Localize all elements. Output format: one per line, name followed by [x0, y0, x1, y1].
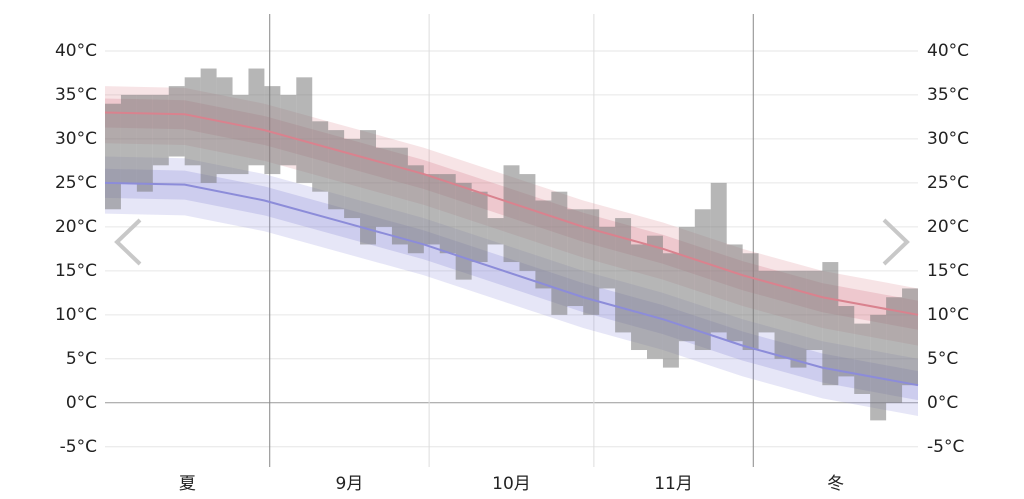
daily-range-bar	[567, 209, 584, 307]
daily-range-bar	[152, 94, 169, 166]
daily-range-bar	[439, 174, 456, 254]
daily-range-bar	[647, 235, 663, 359]
daily-range-bar	[264, 86, 281, 175]
daily-range-bar	[503, 165, 520, 263]
y2-tick-label: 15°C	[927, 261, 969, 281]
daily-range-bar	[886, 297, 903, 403]
daily-range-bar	[599, 226, 616, 289]
y2-tick-label: 5°C	[927, 349, 958, 369]
y-tick-label: 0°C	[66, 393, 97, 413]
daily-range-bar	[822, 262, 839, 386]
daily-range-bar	[726, 244, 743, 342]
daily-range-bar	[583, 209, 600, 315]
daily-range-bar	[678, 226, 695, 342]
y2-tick-label: 20°C	[927, 217, 969, 237]
x-tick-label: 11月	[654, 474, 693, 494]
daily-range-bar	[710, 182, 727, 333]
daily-range-bar	[248, 68, 265, 166]
daily-range-bar	[105, 103, 121, 210]
daily-range-bar	[423, 174, 440, 245]
mean-line-high	[104, 111, 919, 316]
y-tick-label: 10°C	[55, 305, 97, 325]
y2-tick-label: 30°C	[927, 129, 969, 149]
daily-range-bar	[296, 77, 313, 183]
y-tick-label: 25°C	[55, 173, 97, 193]
daily-range-bar	[551, 191, 568, 315]
daily-range-bar	[471, 191, 488, 263]
daily-range-bar	[790, 270, 807, 368]
daily-range-bar	[519, 174, 536, 271]
y2-tick-label: 0°C	[927, 393, 958, 413]
daily-range-bar	[694, 209, 711, 351]
next-button[interactable]	[882, 218, 910, 266]
daily-range-bar	[902, 288, 918, 386]
y-tick-label: 35°C	[55, 85, 97, 105]
daily-range-bar	[758, 270, 775, 333]
daily-range-bar	[376, 147, 392, 227]
daily-range-bar	[854, 323, 871, 394]
daily-range-bar	[806, 270, 823, 351]
daily-range-bar	[312, 121, 329, 192]
daily-range-bar	[774, 270, 791, 359]
daily-range-bar	[535, 200, 552, 289]
y2-tick-label: 35°C	[927, 85, 969, 105]
y-tick-label: -5°C	[60, 437, 97, 457]
daily-range-bar	[455, 182, 472, 280]
navigation	[114, 218, 910, 266]
y2-tick-label: 40°C	[927, 41, 969, 61]
y-tick-label: 15°C	[55, 261, 97, 281]
daily-range-bar	[280, 94, 297, 166]
daily-range-bar	[742, 253, 759, 351]
y2-tick-label: 10°C	[927, 305, 969, 325]
x-tick-label: 冬	[827, 474, 844, 494]
band-low	[105, 156, 918, 416]
daily-range-bar	[407, 165, 424, 254]
x-tick-label: 夏	[179, 474, 196, 494]
daily-range-bar	[120, 94, 137, 183]
daily-range-bar	[870, 314, 887, 421]
daily-range-bar	[344, 138, 361, 219]
x-tick-label: 9月	[336, 474, 364, 494]
y-tick-label: 30°C	[55, 129, 97, 149]
x-tick-label: 10月	[492, 474, 531, 494]
daily-range-bar	[216, 77, 233, 175]
daily-range-bar	[232, 94, 249, 175]
prev-button[interactable]	[114, 218, 142, 266]
y2-tick-label: -5°C	[927, 437, 964, 457]
daily-range-bar	[631, 244, 647, 351]
y-tick-label: 20°C	[55, 217, 97, 237]
daily-range-bar	[200, 68, 217, 183]
mean-line-low	[104, 181, 919, 387]
y-tick-label: 40°C	[55, 41, 97, 61]
band-low	[105, 168, 918, 401]
y2-tick-label: 25°C	[927, 173, 969, 193]
daily-range-bar	[615, 218, 632, 333]
daily-range-bar	[328, 130, 345, 210]
daily-range-bar	[136, 94, 153, 192]
daily-range-bar	[662, 253, 679, 368]
daily-range-bar	[184, 77, 201, 166]
y-tick-label: 5°C	[66, 349, 97, 369]
daily-range-bar	[168, 86, 185, 157]
daily-range-bar	[360, 130, 376, 245]
daily-range-bar	[391, 147, 408, 245]
daily-range-bar	[487, 218, 504, 245]
daily-range-bar	[838, 306, 855, 377]
